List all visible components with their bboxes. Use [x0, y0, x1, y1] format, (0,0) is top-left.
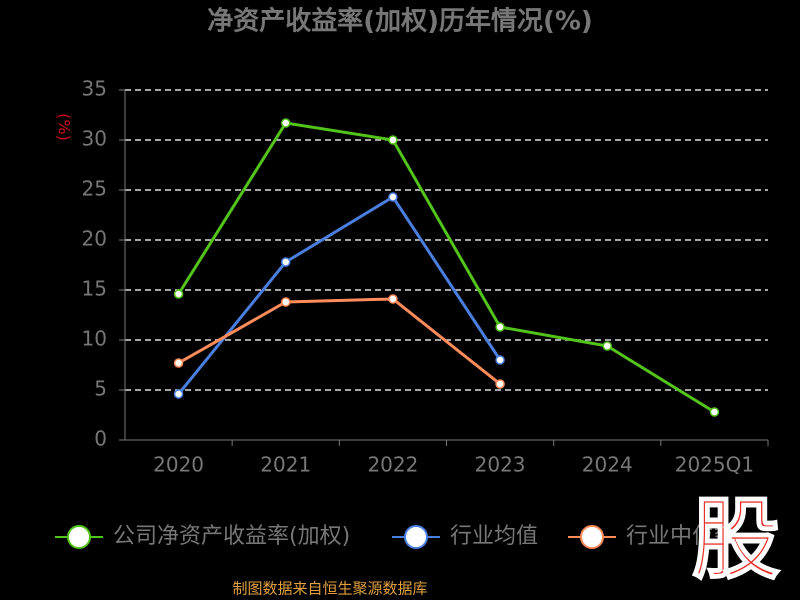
- y-tick-label: 20: [82, 227, 107, 251]
- logo: 股: [692, 488, 780, 591]
- x-tick-label: 2022: [367, 453, 418, 477]
- data-point: [388, 294, 398, 304]
- y-tick-label: 10: [82, 327, 107, 351]
- legend-label: 行业中位数: [626, 524, 736, 549]
- data-point: [388, 192, 398, 202]
- data-point: [173, 358, 184, 368]
- data-point: [281, 297, 291, 307]
- x-tick-label: 2024: [582, 453, 633, 477]
- data-point: [281, 118, 291, 128]
- legend-marker: [580, 525, 604, 549]
- data-point: [495, 379, 505, 389]
- data-point: [173, 389, 184, 399]
- x-tick-label: 2025Q1: [675, 453, 754, 477]
- data-point: [281, 257, 291, 267]
- data-point: [388, 135, 398, 145]
- series-line: [177, 121, 716, 414]
- legend-marker: [404, 525, 428, 549]
- y-tick-label: 5: [94, 377, 107, 401]
- y-tick-label: 30: [82, 127, 107, 151]
- x-tick-label: 2023: [475, 453, 526, 477]
- y-tick-label: 15: [82, 277, 107, 301]
- x-tick-label: 2020: [153, 453, 204, 477]
- legend-label: 行业均值: [450, 524, 538, 549]
- y-tick-label: 35: [82, 77, 107, 101]
- y-tick-label: 0: [94, 427, 107, 451]
- data-point: [709, 407, 720, 417]
- legend-marker: [67, 525, 91, 549]
- y-tick-label: 25: [82, 177, 107, 201]
- data-point: [495, 322, 505, 332]
- data-point: [495, 355, 505, 365]
- y-axis-label: (%): [55, 113, 74, 141]
- source-note: 制图数据来自恒生聚源数据库: [232, 580, 427, 598]
- legend-label: 公司净资产收益率(加权): [113, 524, 350, 549]
- series-line: [177, 297, 502, 386]
- data-point: [173, 289, 184, 299]
- data-point: [602, 341, 612, 351]
- chart-title: 净资产收益率(加权)历年情况(%): [207, 6, 593, 37]
- x-tick-label: 2021: [260, 453, 311, 477]
- series-line: [177, 194, 502, 395]
